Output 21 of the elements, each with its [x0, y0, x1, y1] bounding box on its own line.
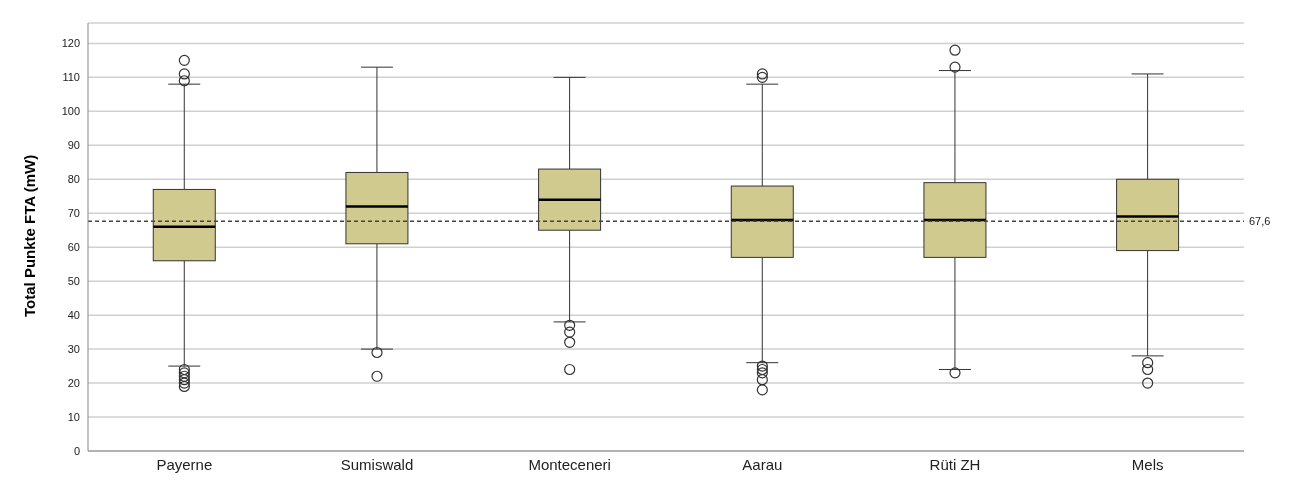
y-tick-label: 20: [67, 376, 80, 389]
y-tick-label: 80: [67, 173, 80, 186]
x-tick-label: Mels: [1131, 455, 1164, 473]
x-tick-label: Sumiswald: [340, 455, 414, 473]
x-tick-label: Aarau: [742, 455, 783, 473]
x-tick-label: Rüti ZH: [929, 455, 981, 473]
ref-line-label: 67,6: [1249, 215, 1271, 228]
y-tick-label: 40: [67, 309, 80, 322]
y-tick-label: 110: [62, 71, 80, 84]
y-tick-label: 50: [67, 275, 80, 288]
y-tick-label: 10: [67, 410, 80, 423]
y-tick-label: 90: [67, 139, 80, 152]
y-tick-label: 0: [73, 444, 80, 457]
y-tick-label: 30: [67, 343, 80, 355]
y-tick-label: 70: [67, 207, 80, 220]
y-tick-label: 100: [61, 105, 80, 118]
x-tick-label: Payerne: [156, 455, 213, 473]
x-tick-label: Monteceneri: [528, 455, 611, 473]
y-axis-title: Total Punkte FTA (mW): [21, 154, 39, 317]
y-tick-label: 60: [67, 241, 80, 254]
y-tick-label: 120: [61, 37, 80, 50]
